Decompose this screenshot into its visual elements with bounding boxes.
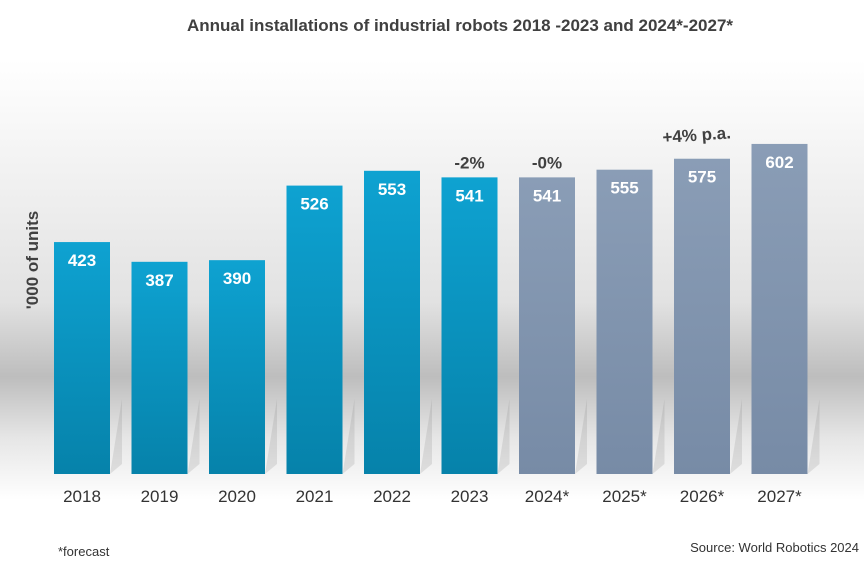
bar-value-label: 526	[300, 195, 328, 214]
x-tick-label: 2023	[451, 487, 489, 506]
bar-value-label: 387	[145, 271, 173, 290]
x-tick-label: 2020	[218, 487, 256, 506]
bar-value-label: 553	[378, 180, 406, 199]
x-tick-label: 2022	[373, 487, 411, 506]
bar-shadow	[187, 399, 200, 474]
x-tick-label: 2024*	[525, 487, 570, 506]
bar-shadow	[730, 399, 742, 474]
bar-shadow	[420, 399, 432, 474]
bar-shadow	[110, 399, 122, 474]
x-tick-label: 2025*	[602, 487, 647, 506]
bar-2019	[131, 261, 188, 474]
bar-value-label: 390	[223, 269, 251, 288]
bar-2022	[364, 170, 420, 474]
bar-shadow	[497, 399, 510, 474]
chart-title: Annual installations of industrial robot…	[187, 16, 733, 35]
bar-shadow	[265, 399, 277, 474]
x-tick-label: 2021	[296, 487, 334, 506]
bar-shadow	[807, 399, 820, 474]
bar-2023	[441, 177, 498, 475]
bar-2026-forecast	[674, 158, 730, 475]
bars-group: 423 2018 387 2019 390 2020 526 2021 553 2022 541 20…	[54, 143, 820, 506]
growth-annotation: -0%	[532, 153, 562, 172]
y-axis-label: '000 of units	[23, 211, 42, 310]
bar-2027-forecast	[751, 143, 808, 474]
bar-value-label: 541	[533, 186, 561, 205]
bar-shadow	[342, 399, 355, 474]
source-note: Source: World Robotics 2024	[690, 540, 859, 555]
bar-value-label: 541	[455, 186, 483, 205]
bar-value-label: 602	[765, 153, 793, 172]
growth-annotation: +4% p.a.	[662, 123, 732, 147]
growth-annotation: -2%	[454, 153, 484, 172]
bar-value-label: 423	[68, 251, 96, 270]
bar-shadow	[575, 399, 587, 474]
bar-value-label: 575	[688, 168, 716, 187]
bar-2024-forecast	[519, 177, 575, 475]
x-tick-label: 2027*	[757, 487, 802, 506]
x-tick-label: 2026*	[680, 487, 725, 506]
x-tick-label: 2018	[63, 487, 101, 506]
bar-2025-forecast	[596, 169, 653, 475]
annotations-group: -2% -0% +4% p.a.	[454, 123, 731, 172]
forecast-footnote: *forecast	[58, 544, 110, 559]
bar-2018	[54, 242, 110, 474]
bar-2020	[209, 260, 265, 474]
x-tick-label: 2019	[141, 487, 179, 506]
bar-2021	[286, 185, 343, 475]
bar-value-label: 555	[610, 179, 638, 198]
bar-shadow	[652, 399, 665, 474]
